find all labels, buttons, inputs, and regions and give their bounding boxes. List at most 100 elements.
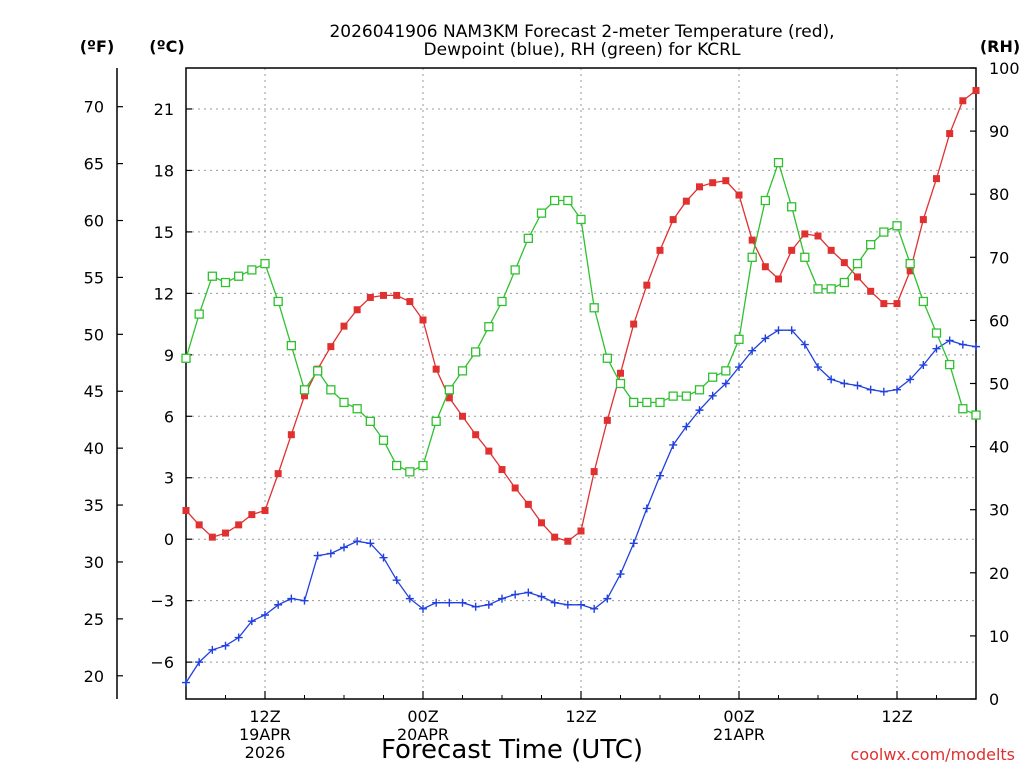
rh-series [181,157,981,477]
temperature-point [972,87,980,95]
rh-point [866,240,876,250]
temperature-point [551,533,559,541]
rh-point [234,271,244,281]
rh-point [536,208,547,218]
fahrenheit-tick-label: 70 [84,98,104,117]
rh-point [826,284,836,294]
dewpoint-point [340,543,348,552]
dewpoint-point [577,600,585,609]
rh-unit-label: (RH) [980,37,1020,56]
rh-point [181,353,191,363]
dewpoint-point [326,549,335,558]
credit-label: coolwx.com/modelts [851,745,1015,764]
temperature-point [814,232,822,240]
time-tick-label: 20APR [397,725,449,744]
temperature-point [577,527,585,535]
x-axis-label: Forecast Time (UTC) [381,735,643,765]
rh-point [510,265,520,275]
rh-point [931,328,942,338]
rh-point [563,195,573,206]
rh-tick-label: 0 [989,690,999,709]
rh-point [958,404,968,414]
temperature-point [590,468,598,476]
rh-point [260,258,270,269]
rh-point [207,271,217,281]
rh-point [497,296,507,307]
dewpoint-point [366,539,375,548]
fahrenheit-tick-label: 50 [84,325,104,344]
dewpoint-point [498,594,506,603]
time-tick-label: 12Z [249,707,280,726]
rh-point [905,258,915,269]
dewpoint-point [524,588,533,597]
rh-point [339,397,349,408]
dewpoint-point [537,592,546,601]
dewpoint-point [550,598,559,607]
temperature-point [406,298,414,306]
dewpoint-point [445,598,454,607]
time-tick-label: 21APR [713,725,765,744]
rh-point [655,397,665,408]
dewpoint-point [563,600,572,609]
chart-title-line-1: 2026041906 NAM3KM Forecast 2-meter Tempe… [329,22,834,42]
temperature-point [933,175,940,183]
temperature-point [261,507,269,515]
rh-point [615,378,626,389]
dewpoint-point [392,576,401,585]
temperature-point [445,394,453,402]
rh-point [247,265,257,275]
rh-tick-label: 90 [989,122,1009,141]
rh-point [299,385,310,395]
time-tick-label: 2026 [245,743,286,762]
series-line [185,160,977,473]
time-tick-label: 00Z [407,707,438,726]
rh-point [918,296,928,307]
temperature-point [393,291,401,299]
rh-tick-label: 70 [989,248,1009,267]
rh-tick-label: 40 [989,438,1009,457]
dewpoint-point [287,594,296,603]
temperature-point [459,412,466,420]
rh-tick-label: 10 [989,627,1009,646]
rh-point [642,397,652,408]
temperature-point [538,519,545,527]
dewpoint-point [274,600,283,609]
dewpoint-point [353,537,362,546]
dewpoint-point [735,363,743,372]
rh-point [194,309,204,319]
rh-point [892,221,902,231]
temperature-point [827,246,835,254]
fahrenheit-tick-label: 45 [84,382,104,401]
rh-point [431,416,441,427]
rh-point [721,366,731,376]
temperature-point [959,97,967,105]
celsius-tick-label: 0 [164,530,174,549]
rh-point [471,347,481,357]
temperature-point [235,521,243,529]
rh-point [444,385,454,395]
rh-point [326,385,336,395]
dewpoint-point [866,385,875,394]
rh-point [879,227,889,237]
dewpoint-point [484,600,493,609]
dewpoint-point [827,375,836,384]
celsius-tick-label: 18 [154,161,174,180]
rh-point [852,258,863,269]
temperature-point [182,507,190,515]
temperature-point [748,236,756,244]
temperature-point [301,392,308,400]
dewpoint-point [221,641,230,650]
dewpoint-point [379,553,388,562]
celsius-tick-label: 15 [154,223,174,242]
temperature-point [761,263,769,271]
dewpoint-point [642,504,651,513]
dewpoint-point [458,598,467,607]
time-tick-label: 00Z [723,707,754,726]
time-tick-label: 12Z [565,707,596,726]
dewpoint-point [919,361,928,370]
dewpoint-point [721,379,730,388]
temperature-point [511,484,519,492]
chart-title-line-2: Dewpoint (blue), RH (green) for KCRL [424,40,741,60]
